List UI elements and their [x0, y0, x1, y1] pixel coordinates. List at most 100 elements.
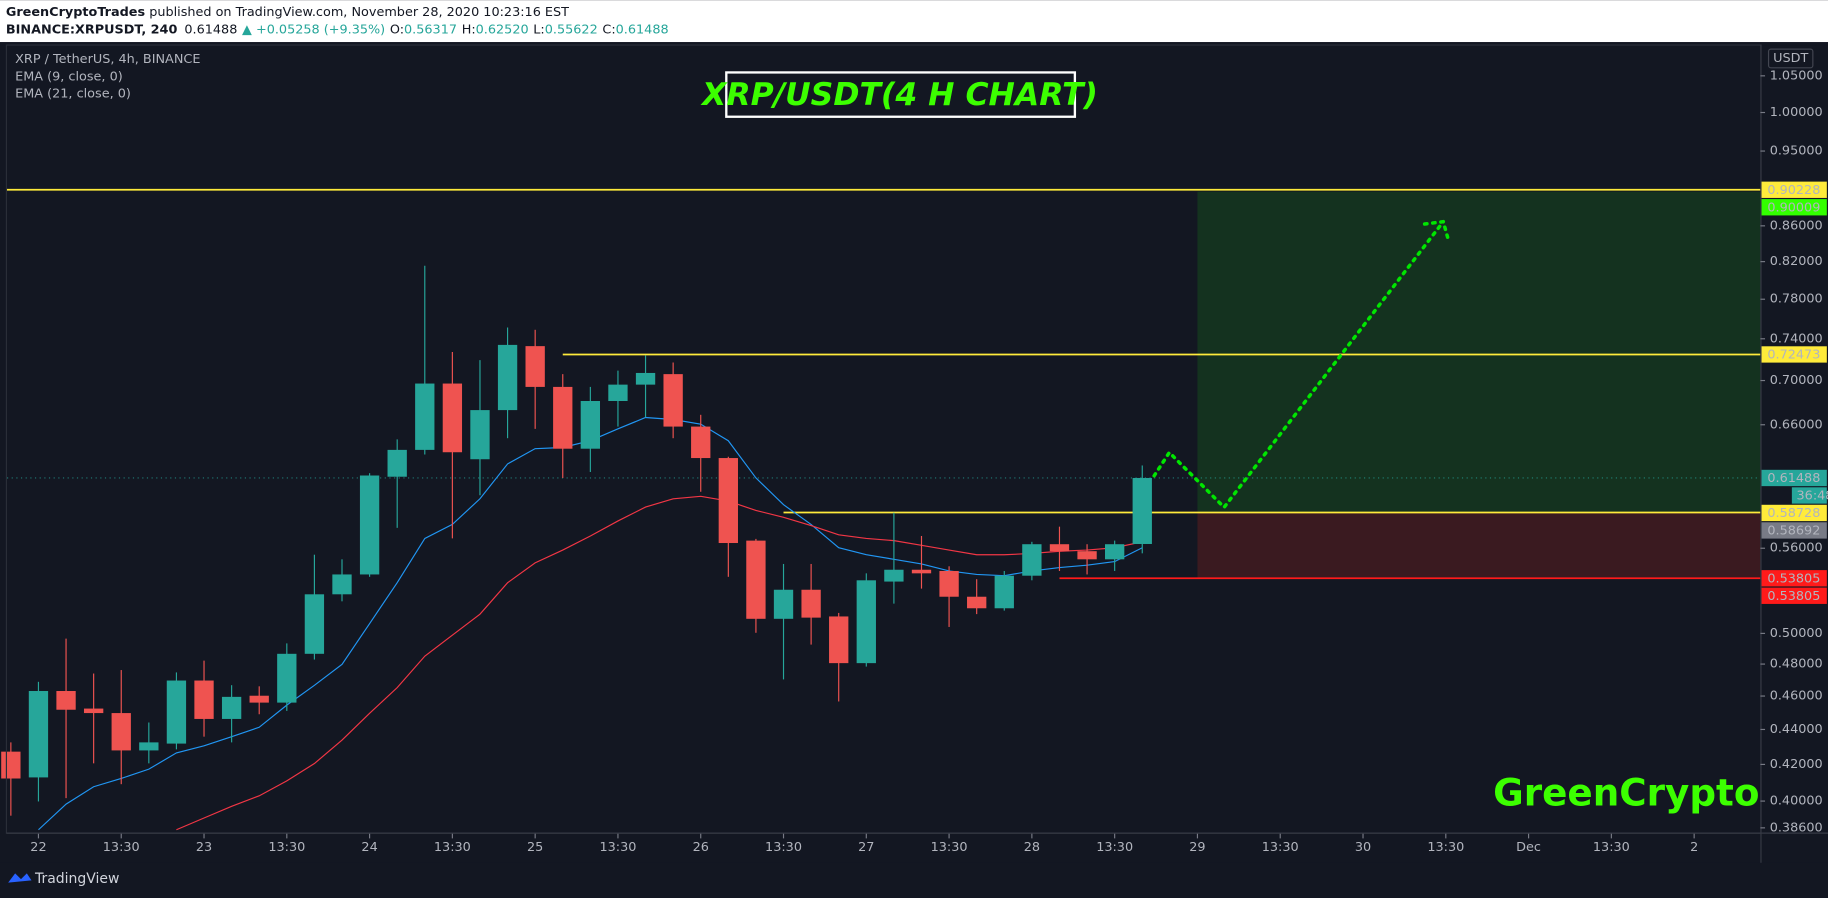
price-label-bg	[1761, 504, 1827, 522]
candle-body	[415, 383, 435, 450]
x-tick-label: 13:30	[1096, 840, 1133, 855]
y-tick-label: 0.48000	[1770, 657, 1823, 672]
x-tick-label: 13:30	[765, 840, 802, 855]
candle-body	[525, 346, 545, 387]
author: GreenCryptoTrades	[6, 4, 146, 19]
candle-body	[939, 570, 959, 597]
candle-body	[663, 374, 683, 427]
ohlc-label: H:	[462, 22, 476, 37]
candle-body	[139, 742, 159, 751]
candle-body	[221, 696, 242, 719]
candle-body	[332, 574, 352, 595]
x-tick-label: 23	[196, 840, 212, 855]
ohlc-value: 0.56317	[404, 22, 457, 37]
countdown: 36:48	[1797, 489, 1828, 504]
ohlc-label: L:	[533, 22, 544, 37]
price-label-bg	[1761, 181, 1827, 198]
candle-body	[277, 653, 297, 703]
x-tick-label: 13:30	[434, 840, 471, 855]
candle-body	[773, 589, 794, 619]
price-label-bg	[1761, 587, 1827, 604]
candle-body	[884, 569, 904, 582]
ohlc-value: 0.61488	[616, 22, 669, 37]
ohlc-value: 0.62520	[476, 22, 529, 37]
ohlc-label: O:	[390, 22, 404, 37]
candle-body	[580, 400, 601, 449]
brand-logo	[8, 873, 32, 883]
y-tick-label: 0.70000	[1770, 373, 1823, 388]
candle-body	[56, 691, 76, 710]
y-tick-label: 0.46000	[1770, 689, 1823, 704]
price-label-bg	[1761, 570, 1827, 587]
ema-line	[176, 495, 1143, 831]
watermark: GreenCrypto	[1493, 771, 1759, 815]
x-tick-label: 13:30	[1262, 840, 1299, 855]
price-label: 0.61488	[1767, 471, 1820, 486]
plot-layer	[1, 188, 1761, 831]
candle-body	[553, 386, 573, 449]
candle-body	[166, 680, 187, 744]
x-tick-label: 13:30	[103, 840, 140, 855]
legend-entry: EMA (9, close, 0)	[15, 70, 123, 85]
candle-body	[994, 575, 1014, 609]
x-tick-label: 13:30	[1427, 840, 1464, 855]
symbol: BINANCE:XRPUSDT, 240	[6, 22, 178, 37]
candle-body	[1049, 544, 1070, 552]
y-tick-label: 0.56000	[1770, 541, 1823, 556]
y-tick-label: 0.40000	[1770, 794, 1823, 809]
y-tick-label: 0.95000	[1770, 144, 1823, 159]
candle-body	[746, 540, 766, 619]
legend-entry: EMA (21, close, 0)	[15, 87, 131, 102]
y-tick-label: 0.42000	[1770, 757, 1823, 772]
price-label: 0.58692	[1767, 524, 1820, 539]
price-label: 0.58728	[1767, 506, 1820, 521]
header-bar	[0, 0, 1828, 43]
currency: USDT	[1773, 51, 1808, 66]
candle-body	[387, 449, 407, 477]
candle-body	[801, 589, 821, 618]
candle-body	[967, 596, 987, 609]
candle-body	[1077, 551, 1097, 560]
candle-body	[856, 580, 876, 664]
ohlc-label: C:	[602, 22, 615, 37]
candle-body	[359, 475, 380, 575]
publish-note: published on TradingView.com, November 2…	[149, 4, 569, 19]
header-symbol: BINANCE:XRPUSDT, 240 0.61488 ▲ +0.05258 (+…	[6, 22, 669, 37]
candle-body	[635, 372, 656, 385]
candle-body	[83, 708, 104, 714]
price-label: 0.90228	[1767, 183, 1820, 198]
y-tick-label: 0.44000	[1770, 722, 1823, 737]
y-tick-label: 0.50000	[1770, 626, 1823, 641]
price-label-bg	[1761, 199, 1827, 216]
price-label: 0.90009	[1767, 200, 1820, 215]
y-tick-label: 0.66000	[1770, 417, 1823, 432]
y-tick-label: 0.74000	[1770, 331, 1823, 346]
footer-bar	[0, 862, 1828, 898]
arrow-head	[1422, 219, 1451, 245]
y-tick-label: 0.38600	[1770, 820, 1823, 835]
candle-body	[111, 713, 131, 751]
y-tick-label: 0.78000	[1770, 292, 1823, 307]
currency-box	[1767, 48, 1814, 69]
candle-body	[608, 384, 628, 401]
countdown-bg	[1791, 487, 1827, 504]
candle-body	[497, 344, 518, 411]
candle-body	[1, 751, 21, 779]
target-zone	[1197, 191, 1761, 513]
change: ▲ +0.05258 (+9.35%)	[242, 22, 385, 37]
candle-body	[194, 680, 214, 719]
x-tick-label: 27	[858, 840, 874, 855]
candle-body	[1105, 544, 1125, 560]
candle-body	[1022, 544, 1042, 576]
y-tick-label: 1.00000	[1770, 105, 1823, 120]
candle-body	[911, 569, 932, 574]
candle-body	[718, 458, 738, 544]
ohlc-value: 0.55622	[545, 22, 598, 37]
x-tick-label: 30	[1355, 840, 1371, 855]
y-tick-label: 0.86000	[1770, 218, 1823, 233]
x-tick-label: 24	[361, 840, 377, 855]
candle-body	[28, 691, 49, 778]
candle-body	[691, 426, 711, 459]
